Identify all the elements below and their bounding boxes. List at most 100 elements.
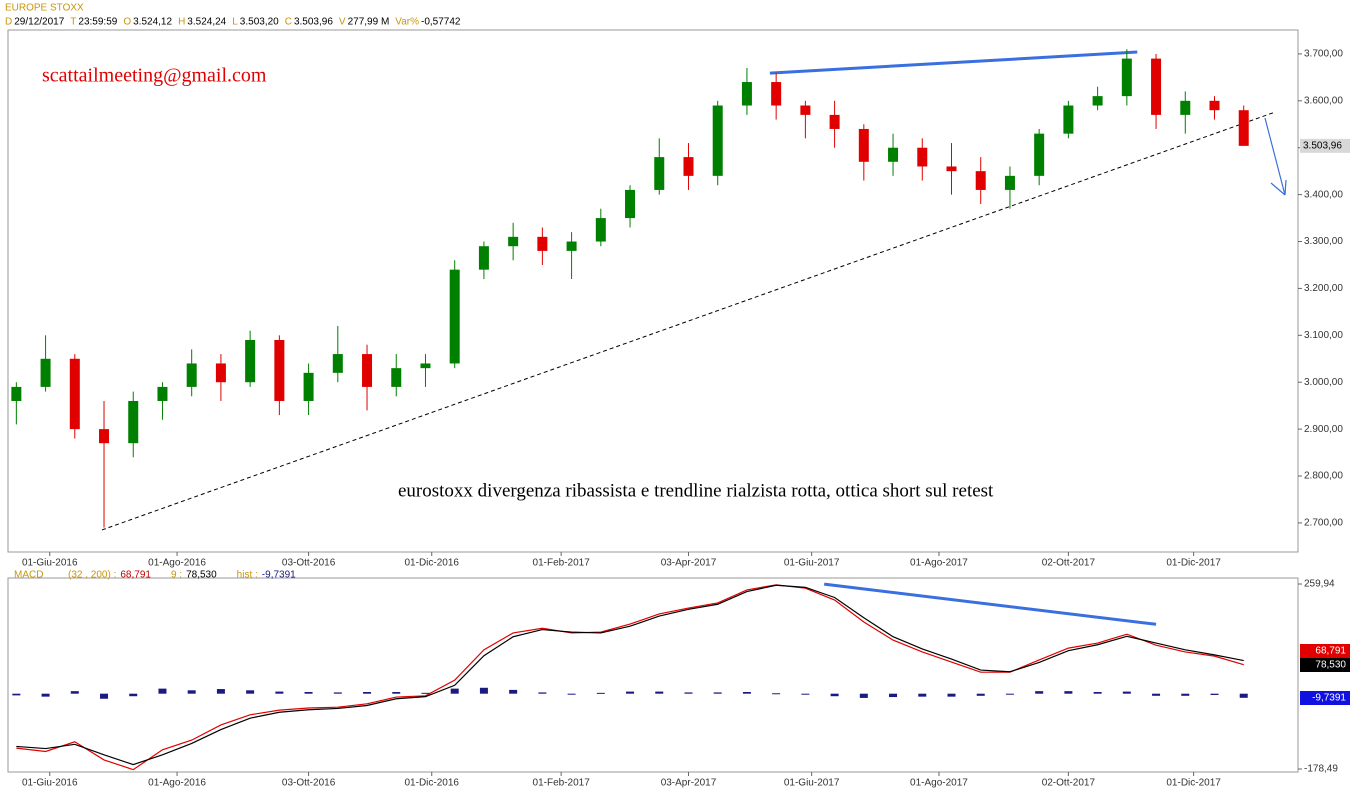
arrow [1264, 117, 1287, 196]
hist-bar [976, 693, 985, 696]
candle-body [40, 358, 51, 387]
hist-bar [742, 692, 751, 694]
y-tick-label: 3.100,00 [1304, 330, 1343, 341]
candle-body [1180, 100, 1191, 115]
candle-body [888, 147, 899, 162]
macd-line [16, 584, 1244, 771]
header-label: V [339, 17, 346, 28]
legend-value: 78,530 [186, 570, 217, 581]
candle-body [595, 218, 606, 242]
last-value-label: -9,7391 [1312, 693, 1346, 704]
x-tick-label: 01-Dic-2017 [1166, 558, 1221, 569]
hist-bar [1181, 693, 1190, 696]
candle-body [245, 340, 256, 383]
annotation: scattailmeeting@gmail.com [42, 65, 267, 87]
hist-bar [713, 692, 722, 694]
x-tick-label: 01-Ago-2017 [910, 558, 968, 569]
header-label: D [5, 17, 12, 28]
x-tick-label: 01-Dic-2016 [404, 558, 459, 569]
last-price-label: 3.503,96 [1303, 141, 1342, 152]
hist-bar [1064, 691, 1073, 694]
hist-bar [479, 687, 488, 694]
hist-bar [772, 693, 781, 695]
header-label: C [285, 17, 292, 28]
hist-bar [889, 693, 898, 698]
macd-line [16, 584, 1244, 766]
hist-bar [626, 691, 635, 694]
legend-value: -9,7391 [262, 570, 296, 581]
last-value-box [1300, 691, 1350, 705]
hist-bar [187, 690, 196, 694]
candle-body [1034, 133, 1045, 176]
header-label: Var% [395, 17, 419, 28]
hist-bar [421, 692, 430, 694]
hist-bar [216, 689, 225, 694]
header-value: 3.503,96 [294, 17, 333, 28]
candle-body [11, 386, 22, 401]
hist-bar [538, 692, 547, 694]
y-tick-label: 2.800,00 [1304, 471, 1343, 482]
candle-body [420, 363, 431, 369]
hist-bar [830, 693, 839, 697]
candle-body [537, 236, 548, 251]
x-tick-label: 02-Ott-2017 [1042, 558, 1096, 569]
hist-bar [100, 693, 109, 699]
header-value: 3.524,12 [133, 17, 172, 28]
candle-body [1063, 105, 1074, 134]
candle-body [303, 372, 314, 401]
y-tick-label: 3.700,00 [1304, 49, 1343, 60]
y-tick-label: 3.600,00 [1304, 95, 1343, 106]
candle-body [332, 354, 343, 373]
candle-body [712, 105, 723, 176]
x-tick-label: 01-Giu-2017 [784, 558, 840, 569]
x-tick-label: 03-Apr-2017 [661, 778, 717, 789]
x-tick-label: 01-Giu-2017 [784, 778, 840, 789]
hist-bar [129, 693, 138, 697]
candle-body [215, 363, 226, 383]
candle-body [99, 429, 110, 444]
hist-bar [70, 691, 79, 694]
header-value: 3.503,20 [240, 17, 279, 28]
candle-body [274, 340, 285, 401]
candle-body [478, 246, 489, 270]
hist-bar [41, 693, 50, 697]
x-tick-label: 01-Dic-2017 [1166, 778, 1221, 789]
hist-bar [158, 688, 167, 694]
y-tick-label: 3.400,00 [1304, 189, 1343, 200]
x-tick-label: 01-Dic-2016 [404, 778, 459, 789]
candle-body [1004, 175, 1015, 190]
y-tick-label: 3.300,00 [1304, 236, 1343, 247]
hist-bar [567, 693, 576, 695]
candle-body [683, 157, 694, 176]
last-value-label: 78,530 [1315, 660, 1346, 671]
y-tick-label: 2.900,00 [1304, 424, 1343, 435]
y-tick-label: 259,94 [1304, 579, 1335, 590]
legend-name: 9 : [171, 570, 182, 581]
candle-body [566, 241, 577, 251]
hist-bar [275, 691, 284, 694]
header-label: H [178, 17, 185, 28]
hist-bar [450, 688, 459, 694]
x-tick-label: 01-Feb-2017 [533, 778, 591, 789]
trend-line [101, 111, 1276, 531]
last-price-box [1300, 138, 1350, 153]
hist-bar [801, 693, 810, 695]
hist-bar [947, 693, 956, 697]
chart-title: EUROPE STOXX [5, 3, 84, 14]
candle-body [917, 147, 928, 167]
hist-bar [655, 691, 664, 694]
y-tick-label: 3.000,00 [1304, 377, 1343, 388]
x-tick-label: 03-Ott-2016 [282, 778, 336, 789]
hist-bar [12, 693, 21, 696]
hist-bar [1005, 693, 1014, 695]
hist-bar [1122, 691, 1131, 694]
header-value: 277,99 M [348, 17, 390, 28]
x-tick-label: 01-Ago-2016 [148, 778, 206, 789]
hist-bar [1035, 691, 1044, 694]
header-value: 23:59:59 [78, 17, 117, 28]
hist-bar [1210, 693, 1219, 695]
macd-panel [7, 577, 1299, 773]
candle-body [1209, 100, 1220, 111]
